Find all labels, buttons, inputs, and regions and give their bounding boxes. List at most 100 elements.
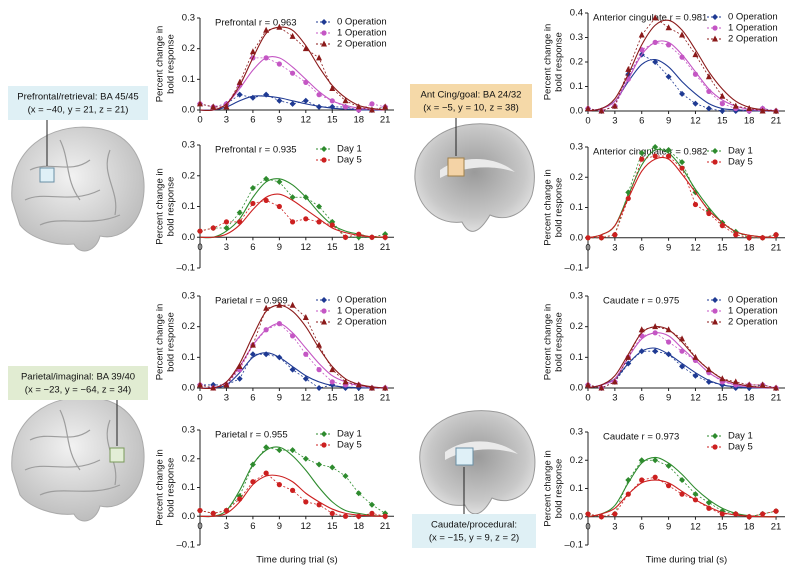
data-point — [705, 499, 712, 506]
data-point — [302, 455, 309, 462]
data-point — [249, 351, 256, 358]
legend-label: Day 1 — [337, 144, 362, 155]
x-tick-label: 21 — [771, 521, 782, 532]
x-tick-label: 18 — [744, 393, 755, 404]
y-tick-label: 0.0 — [570, 232, 583, 243]
data-point — [289, 100, 296, 107]
data-line — [587, 350, 777, 389]
legend-label: 1 Operation — [728, 23, 778, 34]
data-point — [679, 165, 685, 171]
x-tick-label: 3 — [612, 393, 617, 404]
y-tick-label: 0.0 — [570, 511, 583, 522]
data-point — [249, 94, 256, 101]
y-tick-label: 0.2 — [182, 453, 195, 464]
chart: –0.1 0.0 0.1 0.2 0.3 0 3 6 9 12 15 18 21 Percent chan… — [155, 425, 394, 566]
data-point — [732, 378, 739, 385]
legend-label: Day 1 — [337, 429, 362, 440]
data-point — [652, 153, 658, 159]
data-point — [276, 354, 283, 361]
x-tick-label: 6 — [250, 115, 255, 126]
data-point — [302, 45, 309, 52]
data-point — [369, 234, 375, 240]
data-point — [236, 209, 243, 216]
data-point — [289, 194, 296, 201]
legend-label: 1 Operation — [728, 306, 778, 317]
data-point — [197, 228, 203, 234]
model-line — [587, 19, 777, 112]
region-label: Prefrontal/retrieval: BA 45/45 (x = −40,… — [8, 86, 148, 166]
y-tick-label: –0.1 — [177, 263, 196, 274]
y-tick-label: 0.0 — [182, 232, 195, 243]
data-point — [223, 219, 230, 225]
data-point — [329, 103, 336, 110]
model-line — [587, 325, 777, 389]
data-point — [263, 470, 269, 476]
data-point — [719, 101, 725, 107]
data-point — [625, 65, 632, 72]
region-coords: (x = −5, y = 10, z = 38) — [423, 103, 519, 114]
x-tick-label: 9 — [666, 521, 671, 532]
data-point — [236, 78, 243, 85]
data-point — [382, 103, 389, 110]
y-tick-label: 0.3 — [570, 142, 583, 153]
data-point — [652, 323, 659, 330]
y-tick-label: 0.2 — [182, 321, 195, 332]
data-point — [223, 381, 230, 388]
data-point — [652, 474, 658, 480]
chart-title: Parietal r = 0.955 — [215, 430, 288, 441]
data-point — [249, 48, 256, 55]
legend-marker — [712, 297, 718, 303]
data-point — [719, 375, 726, 382]
data-point — [303, 79, 309, 85]
data-point — [316, 341, 323, 348]
data-point — [263, 444, 270, 451]
x-tick-label: 9 — [277, 393, 282, 404]
data-point — [692, 51, 699, 58]
data-point — [638, 348, 645, 355]
y-axis-label: bold response — [166, 312, 177, 372]
x-tick-label: 15 — [327, 521, 338, 532]
legend-marker — [712, 308, 718, 314]
legend-label: 0 Operation — [337, 17, 387, 28]
data-point — [249, 341, 256, 348]
y-axis-label: Percent change in — [543, 304, 554, 381]
data-point — [276, 447, 283, 454]
data-point — [760, 511, 766, 517]
data-point — [679, 159, 686, 166]
data-point — [316, 367, 322, 373]
x-tick-label: 12 — [690, 393, 701, 404]
y-tick-label: 0.3 — [570, 427, 583, 438]
y-tick-label: 0.0 — [182, 511, 195, 522]
x-tick-label: 12 — [690, 116, 701, 127]
data-point — [197, 507, 203, 514]
data-point — [316, 219, 322, 225]
data-point — [652, 330, 658, 336]
x-tick-label: 15 — [717, 242, 728, 253]
data-point — [679, 335, 686, 342]
y-tick-label: 0.4 — [570, 8, 583, 19]
data-point — [773, 384, 780, 391]
chart: 0.0 0.1 0.2 0.3 0.4 0 3 6 9 12 15 18 21 Percent chang… — [543, 8, 785, 127]
data-point — [237, 219, 243, 225]
data-point — [316, 103, 323, 110]
data-point — [368, 384, 375, 391]
x-tick-label: 0 — [197, 242, 202, 253]
x-tick-label: 9 — [666, 242, 671, 253]
data-point — [639, 477, 645, 483]
data-point — [276, 482, 282, 488]
data-point — [329, 379, 335, 385]
brain-sagittal-bottom — [419, 410, 536, 515]
x-tick-label: 18 — [744, 242, 755, 253]
y-axis-label: Percent change in — [543, 24, 554, 101]
x-tick-label: 12 — [301, 242, 312, 253]
data-point — [276, 203, 282, 210]
x-tick-label: 0 — [585, 116, 590, 127]
data-point — [289, 333, 296, 339]
data-point — [773, 107, 780, 114]
legend-marker — [321, 40, 327, 47]
chart-title: Anterior cingulate r = 0.981 — [593, 13, 707, 24]
data-point — [612, 232, 618, 238]
y-tick-label: 0.1 — [570, 202, 583, 213]
data-point — [692, 201, 699, 208]
data-point — [773, 508, 779, 514]
